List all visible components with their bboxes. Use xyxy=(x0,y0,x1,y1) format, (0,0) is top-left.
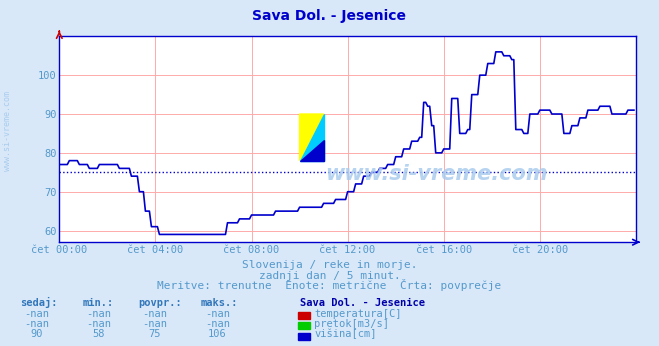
Text: Sava Dol. - Jesenice: Sava Dol. - Jesenice xyxy=(252,9,407,22)
Text: -nan: -nan xyxy=(205,319,230,329)
Text: 58: 58 xyxy=(93,329,105,339)
Text: 90: 90 xyxy=(30,329,42,339)
Text: 75: 75 xyxy=(149,329,161,339)
Text: www.si-vreme.com: www.si-vreme.com xyxy=(3,91,13,172)
Polygon shape xyxy=(300,114,324,161)
Polygon shape xyxy=(300,140,324,161)
Text: -nan: -nan xyxy=(205,309,230,319)
Text: Meritve: trenutne  Enote: metrične  Črta: povprečje: Meritve: trenutne Enote: metrične Črta: … xyxy=(158,279,501,291)
Text: Sava Dol. - Jesenice: Sava Dol. - Jesenice xyxy=(300,298,425,308)
Text: povpr.:: povpr.: xyxy=(138,298,182,308)
Text: www.si-vreme.com: www.si-vreme.com xyxy=(326,164,548,184)
Text: -nan: -nan xyxy=(142,309,167,319)
Text: Slovenija / reke in morje.: Slovenija / reke in morje. xyxy=(242,260,417,270)
Text: višina[cm]: višina[cm] xyxy=(314,329,377,339)
Text: sedaj:: sedaj: xyxy=(20,297,57,308)
Polygon shape xyxy=(300,114,324,161)
Text: -nan: -nan xyxy=(86,309,111,319)
Text: -nan: -nan xyxy=(24,309,49,319)
Text: -nan: -nan xyxy=(86,319,111,329)
Text: temperatura[C]: temperatura[C] xyxy=(314,309,402,319)
Text: 106: 106 xyxy=(208,329,227,339)
Text: -nan: -nan xyxy=(24,319,49,329)
Text: min.:: min.: xyxy=(82,298,113,308)
Text: -nan: -nan xyxy=(142,319,167,329)
Text: maks.:: maks.: xyxy=(201,298,239,308)
Text: pretok[m3/s]: pretok[m3/s] xyxy=(314,319,389,329)
Text: zadnji dan / 5 minut.: zadnji dan / 5 minut. xyxy=(258,271,401,281)
